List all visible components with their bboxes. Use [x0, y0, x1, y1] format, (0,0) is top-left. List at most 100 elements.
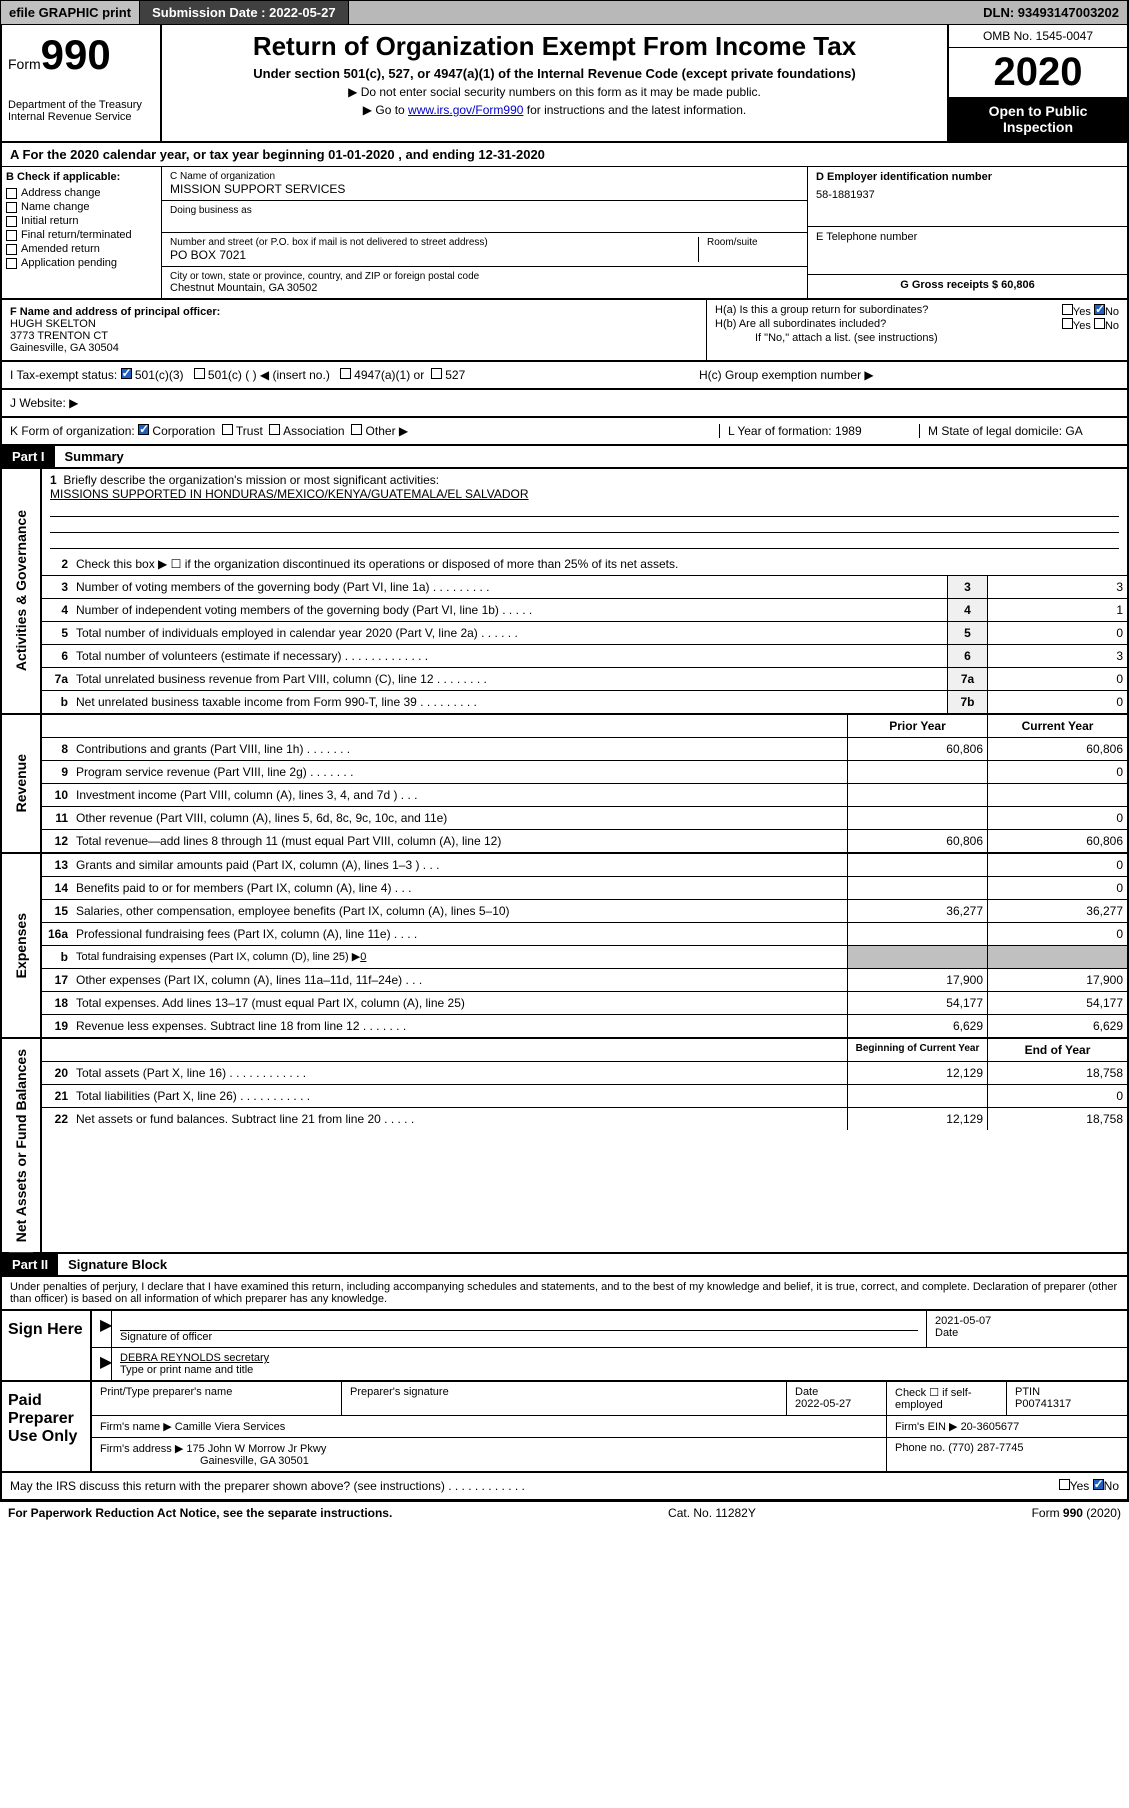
chk-other[interactable] [351, 424, 362, 435]
l12-prior: 60,806 [847, 830, 987, 852]
l15-text: Salaries, other compensation, employee b… [72, 900, 847, 922]
form-ref: Form 990 (2020) [1032, 1506, 1121, 1520]
arrow-icon: ▶ [100, 1354, 112, 1371]
l21-text: Total liabilities (Part X, line 26) . . … [72, 1085, 847, 1107]
tab-expenses: Expenses [9, 903, 33, 988]
prior-year-hdr: Prior Year [847, 715, 987, 737]
dln: DLN: 93493147003202 [975, 1, 1128, 24]
officer-label: F Name and address of principal officer: [10, 306, 698, 318]
chk-amended[interactable] [6, 244, 17, 255]
l14-text: Benefits paid to or for members (Part IX… [72, 877, 847, 899]
l6-val: 3 [987, 645, 1127, 667]
arrow-icon: ▶ [100, 1317, 112, 1334]
chk-discuss-no[interactable] [1093, 1479, 1104, 1490]
l20-curr: 18,758 [987, 1062, 1127, 1084]
chk-name[interactable] [6, 202, 17, 213]
firm-ein-label: Firm's EIN ▶ [895, 1421, 958, 1433]
l19-curr: 6,629 [987, 1015, 1127, 1037]
l8-prior: 60,806 [847, 738, 987, 760]
part2-header: Part II [2, 1254, 58, 1275]
sign-here-label: Sign Here [2, 1311, 92, 1380]
chk-address[interactable] [6, 188, 17, 199]
date-label: Date [935, 1327, 1119, 1339]
l13-text: Grants and similar amounts paid (Part IX… [72, 854, 847, 876]
website-label: J Website: ▶ [10, 396, 1119, 410]
chk-trust[interactable] [222, 424, 233, 435]
l20-prior: 12,129 [847, 1062, 987, 1084]
l15-curr: 36,277 [987, 900, 1127, 922]
l18-curr: 54,177 [987, 992, 1127, 1014]
chk-527[interactable] [431, 368, 442, 379]
chk-discuss-yes[interactable] [1059, 1479, 1070, 1490]
officer-name: HUGH SKELTON [10, 318, 698, 330]
l8-text: Contributions and grants (Part VIII, lin… [72, 738, 847, 760]
l20-text: Total assets (Part X, line 16) . . . . .… [72, 1062, 847, 1084]
self-emp-label: Check ☐ if self-employed [895, 1386, 998, 1411]
box-b-header: B Check if applicable: [6, 171, 157, 183]
discuss-label: May the IRS discuss this return with the… [10, 1479, 1059, 1493]
chk-4947[interactable] [340, 368, 351, 379]
chk-501c[interactable] [194, 368, 205, 379]
top-bar: efile GRAPHIC print Submission Date : 20… [0, 0, 1129, 25]
city-state-zip: Chestnut Mountain, GA 30502 [170, 282, 799, 294]
l3-text: Number of voting members of the governin… [72, 576, 947, 598]
l16b-text: Total fundraising expenses (Part IX, col… [76, 951, 360, 963]
l5-val: 0 [987, 622, 1127, 644]
l22-curr: 18,758 [987, 1108, 1127, 1130]
efile-label: efile GRAPHIC print [1, 1, 140, 24]
state-domicile: M State of legal domicile: GA [919, 424, 1119, 438]
l7a-val: 0 [987, 668, 1127, 690]
chk-final[interactable] [6, 230, 17, 241]
l1-label: Briefly describe the organization's miss… [63, 473, 439, 487]
prep-sig-label: Preparer's signature [350, 1386, 778, 1398]
irs-link[interactable]: www.irs.gov/Form990 [408, 103, 523, 117]
prep-date-label: Date [795, 1386, 878, 1398]
l18-text: Total expenses. Add lines 13–17 (must eq… [72, 992, 847, 1014]
l4-text: Number of independent voting members of … [72, 599, 947, 621]
firm-phone-label: Phone no. [895, 1442, 945, 1454]
chk-ha-yes[interactable] [1062, 304, 1073, 315]
dba-label: Doing business as [170, 205, 799, 216]
hb-note: If "No," attach a list. (see instruction… [715, 332, 1119, 344]
paperwork-notice: For Paperwork Reduction Act Notice, see … [8, 1506, 392, 1520]
firm-addr-label: Firm's address ▶ [100, 1443, 183, 1455]
l6-text: Total number of volunteers (estimate if … [72, 645, 947, 667]
exempt-label: I Tax-exempt status: [10, 368, 117, 382]
hc-label: H(c) Group exemption number ▶ [699, 368, 1119, 382]
chk-hb-no[interactable] [1094, 318, 1105, 329]
firm-name: Camille Viera Services [175, 1421, 285, 1433]
ha-label: H(a) Is this a group return for subordin… [715, 304, 928, 318]
l11-curr: 0 [987, 807, 1127, 829]
prep-date: 2022-05-27 [795, 1398, 878, 1410]
l16a-text: Professional fundraising fees (Part IX, … [72, 923, 847, 945]
chk-hb-yes[interactable] [1062, 318, 1073, 329]
form-number: Form990 [8, 31, 154, 79]
chk-corp[interactable] [138, 424, 149, 435]
chk-initial[interactable] [6, 216, 17, 227]
gross-receipts: G Gross receipts $ 60,806 [816, 279, 1119, 291]
form-subtitle: Under section 501(c), 527, or 4947(a)(1)… [168, 66, 941, 81]
name-label: Type or print name and title [120, 1364, 1119, 1376]
tab-revenue: Revenue [9, 744, 33, 822]
phone-label: E Telephone number [816, 231, 1119, 243]
room-label: Room/suite [707, 237, 799, 248]
l16b-val: 0 [360, 951, 366, 963]
l22-prior: 12,129 [847, 1108, 987, 1130]
l18-prior: 54,177 [847, 992, 987, 1014]
part1-title: Summary [55, 446, 134, 467]
note-ssn: ▶ Do not enter social security numbers o… [168, 85, 941, 99]
l5-text: Total number of individuals employed in … [72, 622, 947, 644]
submission-date: Submission Date : 2022-05-27 [140, 1, 349, 24]
l16a-curr: 0 [987, 923, 1127, 945]
part1-header: Part I [2, 446, 55, 467]
hb-label: H(b) Are all subordinates included? [715, 318, 886, 332]
l13-curr: 0 [987, 854, 1127, 876]
firm-addr2: Gainesville, GA 30501 [100, 1455, 309, 1467]
chk-501c3[interactable] [121, 368, 132, 379]
chk-assoc[interactable] [269, 424, 280, 435]
chk-ha-no[interactable] [1094, 304, 1105, 315]
form-org-label: K Form of organization: [10, 424, 135, 438]
period-line: A For the 2020 calendar year, or tax yea… [2, 143, 553, 166]
current-year-hdr: Current Year [987, 715, 1127, 737]
chk-pending[interactable] [6, 258, 17, 269]
